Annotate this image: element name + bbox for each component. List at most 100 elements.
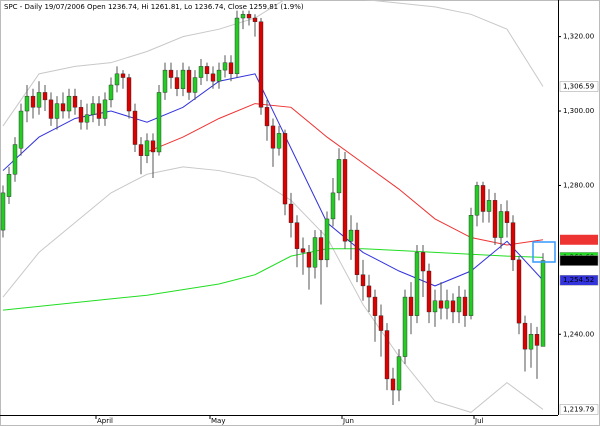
candle-body	[432, 300, 438, 313]
x-tick-label: May	[211, 417, 225, 425]
candle-body	[198, 66, 204, 78]
candle-body	[360, 274, 366, 287]
candle-body	[30, 95, 36, 108]
candle-body	[84, 114, 90, 123]
y-tick-label: 1,280.00	[563, 181, 594, 189]
candle-body	[516, 259, 522, 324]
price-tag-label: 1,259.81	[563, 257, 594, 265]
price-tag	[559, 255, 599, 266]
candle-body	[426, 270, 432, 313]
candle-body	[258, 21, 264, 108]
price-tag	[559, 81, 599, 92]
candle-body	[90, 103, 96, 115]
candle-body	[240, 14, 246, 19]
candle-body	[270, 125, 276, 149]
candle-body	[342, 159, 348, 242]
candle-body	[438, 300, 444, 309]
candle-body	[24, 95, 30, 112]
price-tag	[560, 234, 598, 245]
candle-body	[168, 69, 174, 78]
y-tick-label: 1,320.00	[563, 33, 594, 41]
candle-body	[468, 215, 474, 316]
candle-body	[318, 237, 324, 261]
candle-body	[498, 211, 504, 238]
candle-body	[48, 99, 54, 119]
candle-body	[540, 260, 546, 347]
indicator-line	[2, 248, 544, 311]
candle-body	[372, 296, 378, 316]
candle-body	[126, 77, 132, 112]
candle-body	[384, 330, 390, 380]
candle-body	[378, 315, 384, 331]
candle-body	[174, 77, 180, 89]
candle-body	[474, 185, 480, 216]
candle-body	[216, 69, 222, 82]
candle-body	[276, 133, 282, 149]
candle-body	[312, 237, 318, 268]
candle-body	[54, 103, 60, 119]
candle-body	[204, 66, 210, 75]
candle-body	[282, 133, 288, 205]
candle-body	[450, 300, 456, 313]
candle-body	[486, 200, 492, 212]
candle-body	[78, 107, 84, 123]
highlight-box	[532, 241, 556, 263]
candle-body	[138, 144, 144, 156]
price-tag-label: 1,254.52	[563, 276, 594, 284]
candle-body	[366, 285, 372, 298]
indicator-line	[2, 0, 544, 127]
candle-body	[102, 99, 108, 119]
candle-body	[264, 107, 270, 127]
candle-body	[246, 14, 252, 19]
candle-body	[306, 252, 312, 268]
candle-body	[324, 218, 330, 261]
price-tag-label: 1,306.59	[563, 83, 594, 91]
candle-body	[0, 192, 6, 231]
candle-body	[114, 73, 120, 86]
x-tick-label: April	[97, 417, 113, 425]
candle-body	[96, 103, 102, 119]
candle-body	[288, 203, 294, 223]
candle-body	[234, 17, 240, 75]
candle-body	[522, 322, 528, 350]
indicator-line	[2, 166, 544, 413]
candle-body	[12, 144, 18, 175]
candle-body	[534, 334, 540, 346]
candle-body	[210, 73, 216, 82]
candle-body	[132, 110, 138, 145]
candle-body	[444, 300, 450, 309]
price-tag	[559, 274, 599, 286]
candle-body	[348, 229, 354, 242]
candle-body	[18, 110, 24, 149]
candle-body	[150, 140, 156, 153]
candle-body	[156, 92, 162, 153]
candle-body	[420, 252, 426, 272]
candle-body	[6, 174, 12, 197]
plot	[0, 0, 546, 413]
candle-body	[402, 296, 408, 357]
indicator-line	[146, 103, 544, 246]
candle-body	[510, 222, 516, 261]
candle-body	[354, 229, 360, 275]
candle-body	[294, 222, 300, 249]
candle-body	[180, 69, 186, 89]
candle-body	[414, 252, 420, 316]
candle-body	[462, 296, 468, 316]
candle-body	[36, 92, 42, 108]
candle-body	[108, 84, 114, 101]
y-tick-label: 1,240.00	[563, 330, 594, 338]
candle-body	[66, 95, 72, 112]
candle-body	[120, 73, 126, 78]
candle-body	[222, 62, 228, 71]
candle-body	[186, 69, 192, 93]
candle-body	[42, 92, 48, 101]
candle-body	[336, 159, 342, 194]
x-tick-label: Jul	[474, 417, 484, 425]
candle-body	[504, 211, 510, 223]
candle-body	[480, 185, 486, 212]
candle-body	[162, 69, 168, 93]
price-tag	[559, 404, 599, 415]
chart-title: SPC - Daily 19/07/2006 Open 1236.74, Hi …	[4, 3, 304, 11]
